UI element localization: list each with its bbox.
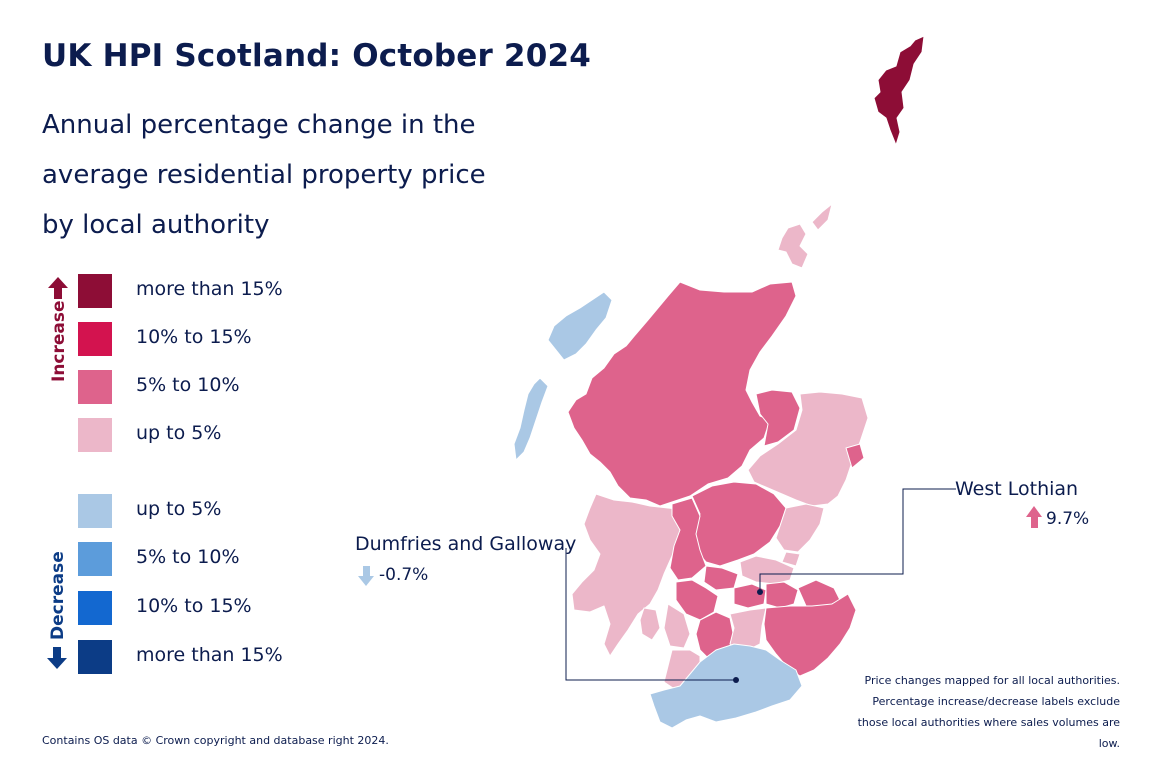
west-lothian-value: 9.7% [1046, 509, 1090, 529]
legend-label: up to 5% [136, 422, 222, 444]
legend-label: 5% to 10% [136, 374, 240, 396]
region-stirling [669, 497, 707, 581]
increase-arrow-icon [48, 277, 68, 299]
region-scottish-borders [763, 593, 857, 677]
region-orkney-islands [811, 203, 833, 231]
legend-label: 5% to 10% [136, 546, 240, 568]
region-orkney [777, 223, 809, 269]
legend-swatch [78, 370, 112, 404]
legend-swatch [78, 274, 112, 308]
region-shetland [873, 35, 925, 146]
region-dumfries-and-galloway [649, 643, 803, 729]
region-perth-and-kinross [691, 481, 787, 567]
page-subtitle: Annual percentage change in the average … [42, 110, 486, 240]
up-arrow-icon [1026, 506, 1042, 528]
legend-swatch [78, 640, 112, 674]
legend-label: 10% to 15% [136, 326, 252, 348]
source-attribution: Contains OS data © Crown copyright and d… [42, 734, 389, 747]
region-fife [739, 555, 795, 585]
down-arrow-icon [358, 566, 374, 586]
legend-swatch [78, 322, 112, 356]
dumfries-marker [733, 677, 739, 683]
region-na-h-eileanan-siar [547, 291, 613, 361]
region-midlothian [729, 607, 767, 653]
region-aberdeen-city [845, 443, 865, 469]
region-na-h-eileanan-siar-south [513, 377, 549, 461]
legend-label: more than 15% [136, 644, 283, 666]
map-note: Price changes mapped for all local autho… [857, 674, 1120, 750]
region-north-ayrshire [663, 603, 691, 649]
legend-swatch [78, 494, 112, 528]
legend-label: up to 5% [136, 498, 222, 520]
region-west-lothian [733, 583, 767, 609]
region-argyll-and-bute-arran [639, 607, 661, 641]
legend-label: 10% to 15% [136, 595, 252, 617]
dumfries-and-galloway-value: -0.7% [379, 565, 429, 585]
region-glasgow-area [675, 579, 719, 621]
west-lothian-label: West Lothian [955, 478, 1079, 500]
dumfries-connector-line [565, 548, 736, 681]
decrease-arrow-icon [47, 647, 67, 669]
region-highland [567, 281, 797, 507]
dumfries-and-galloway-label: Dumfries and Galloway [355, 533, 577, 555]
region-dundee [781, 551, 801, 567]
legend-label: more than 15% [136, 278, 283, 300]
west-lothian-marker [757, 589, 763, 595]
page-title: UK HPI Scotland: October 2024 [42, 38, 592, 74]
region-moray [755, 389, 801, 447]
legend-swatch [78, 542, 112, 576]
region-falkirk [703, 565, 739, 591]
legend-swatch [78, 418, 112, 452]
west-lothian-connector-line [759, 488, 956, 592]
region-angus [775, 503, 825, 553]
legend-swatch [78, 591, 112, 625]
region-edinburgh [765, 581, 799, 609]
